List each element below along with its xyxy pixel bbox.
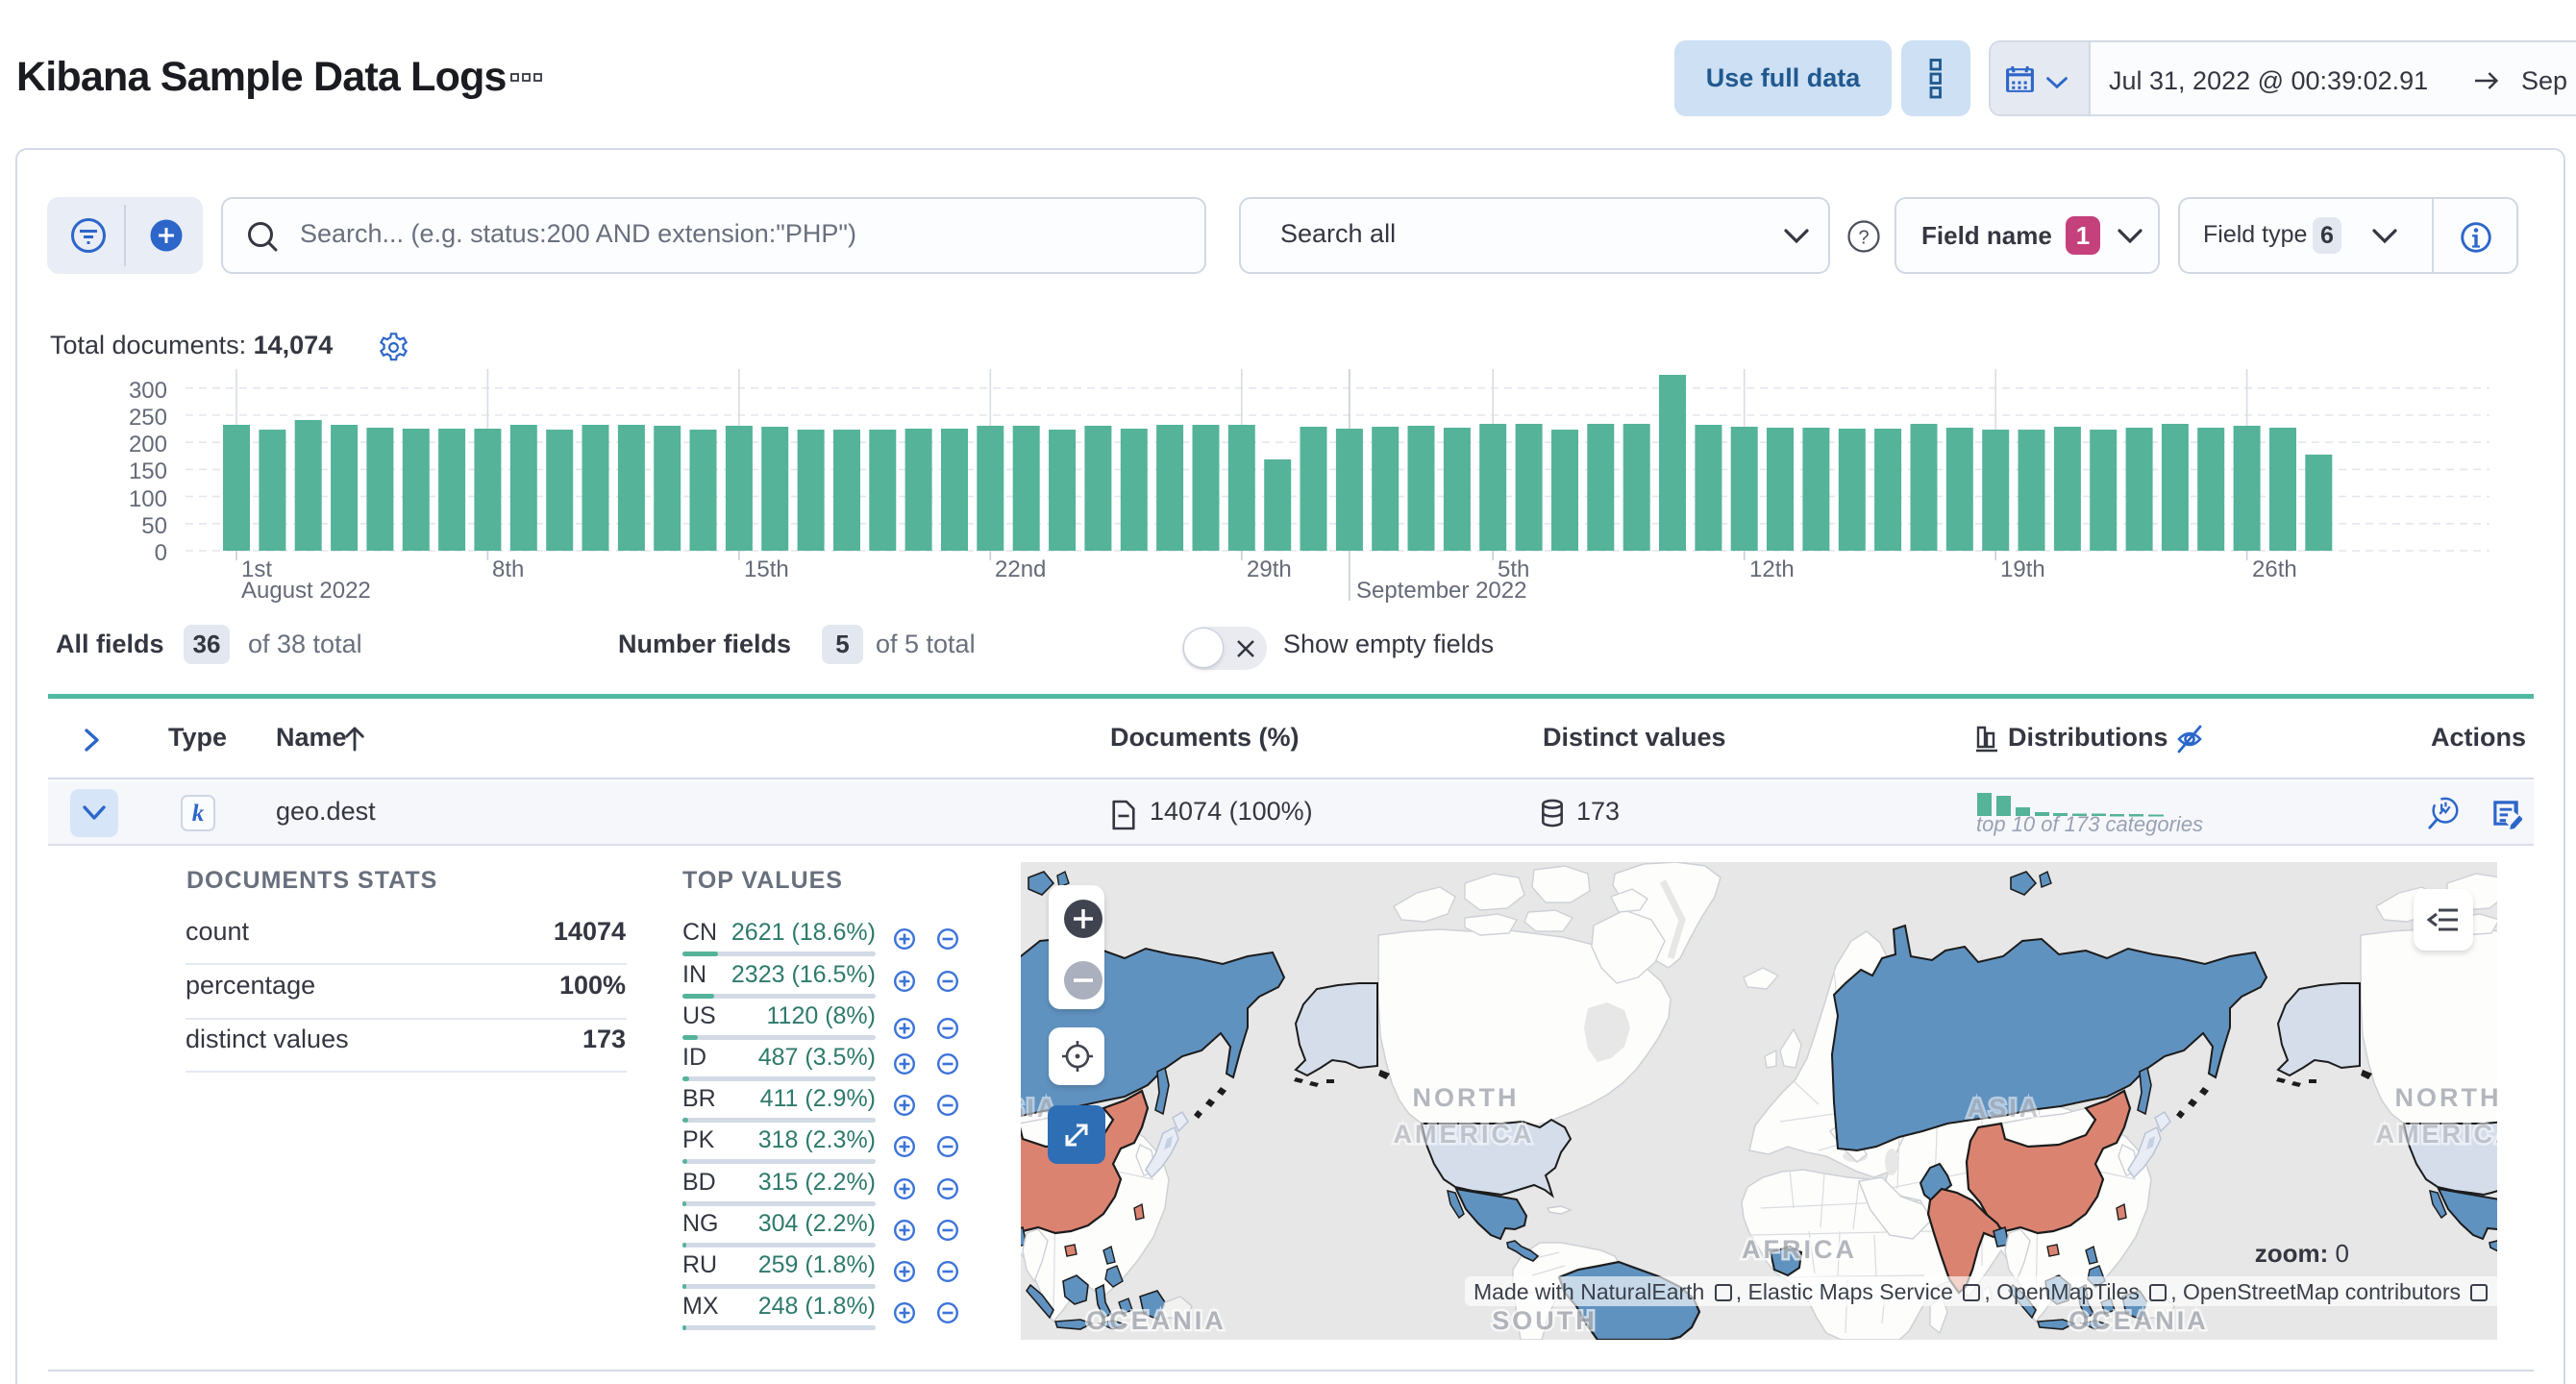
svg-text:22nd: 22nd [995, 556, 1046, 582]
svg-text:26th: 26th [2252, 556, 2297, 582]
svg-text:5th: 5th [1498, 556, 1529, 582]
svg-text:SOUTH: SOUTH [1492, 1306, 1598, 1335]
svg-text:250: 250 [129, 405, 167, 431]
svg-text:8th: 8th [492, 556, 524, 582]
svg-text:AFRICA: AFRICA [1742, 1235, 1857, 1264]
svg-text:12th: 12th [1749, 556, 1795, 582]
svg-text:150: 150 [129, 458, 167, 484]
svg-text:1st: 1st [241, 556, 272, 582]
svg-text:200: 200 [129, 432, 167, 457]
svg-text:300: 300 [129, 378, 167, 404]
svg-text:0: 0 [155, 540, 167, 566]
svg-text:50: 50 [141, 513, 167, 539]
svg-text:September 2022: September 2022 [1356, 578, 1526, 604]
svg-text:19th: 19th [2000, 556, 2045, 582]
svg-text:15th: 15th [744, 556, 789, 582]
svg-text:?: ? [1858, 228, 1869, 249]
svg-text:29th: 29th [1247, 556, 1292, 582]
svg-text:August 2022: August 2022 [241, 578, 371, 604]
svg-text:100: 100 [129, 486, 167, 512]
